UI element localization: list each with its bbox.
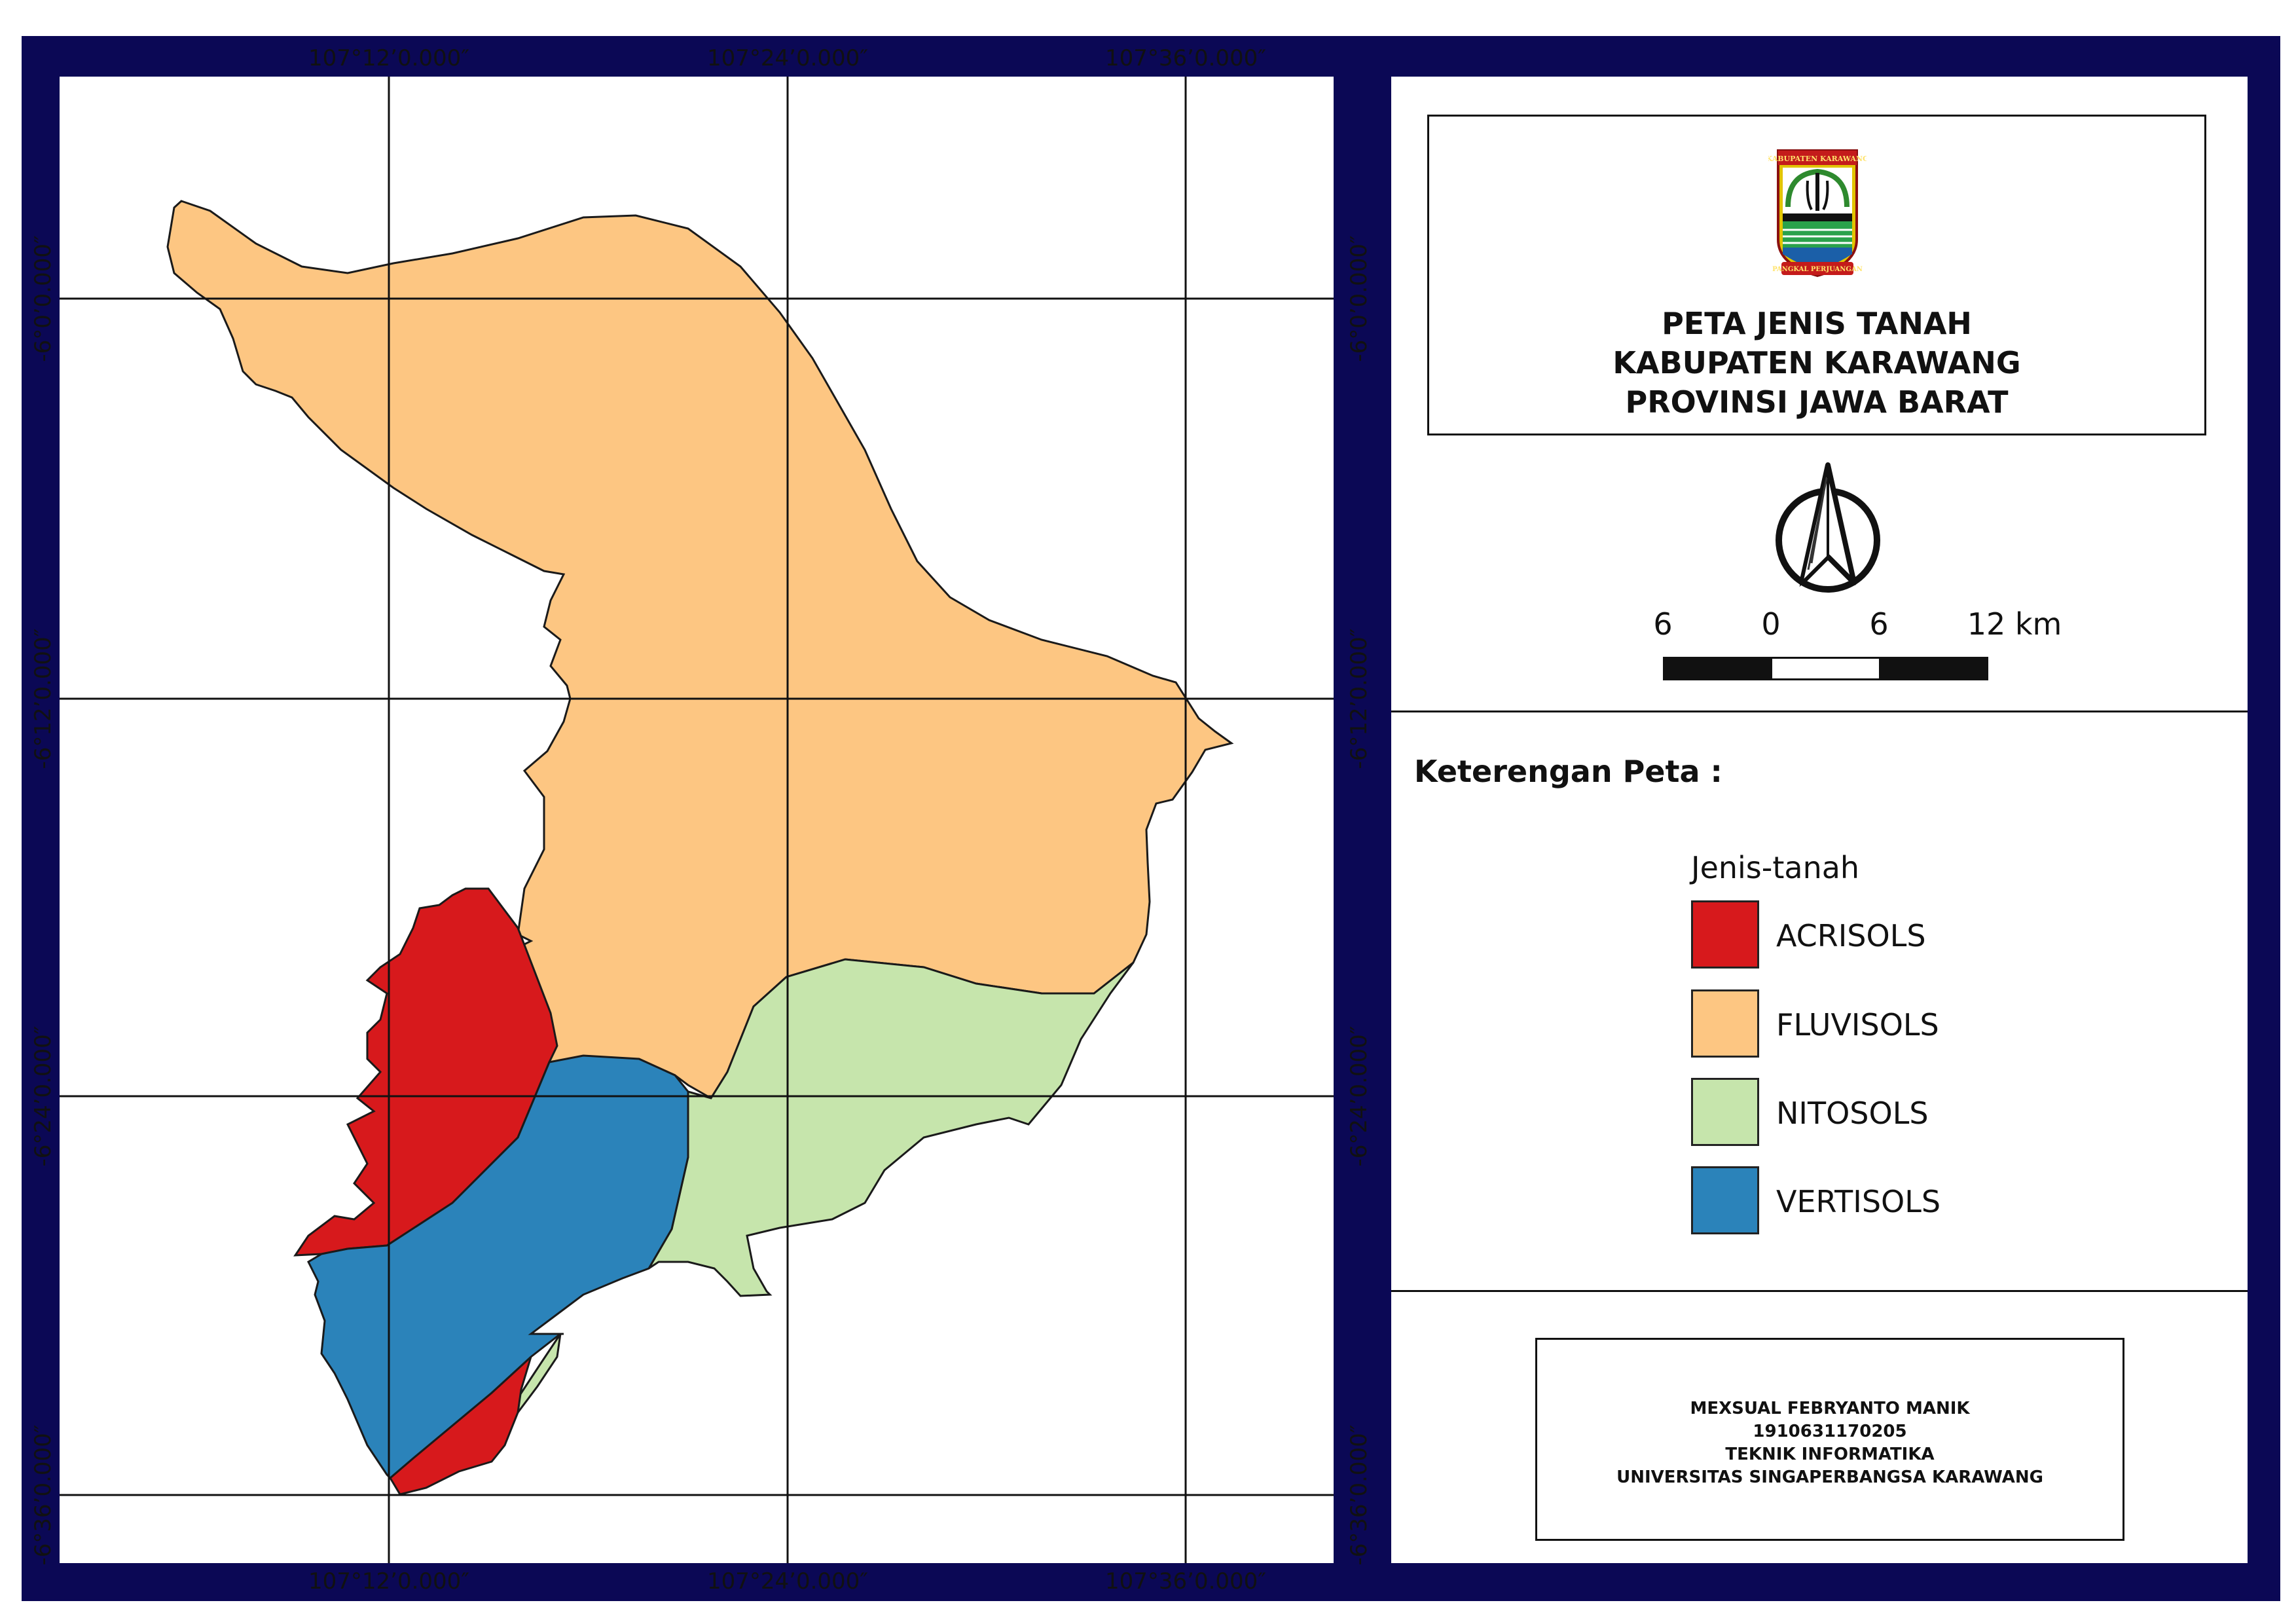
graticule-label-top-1: 107°12’0.000″ — [308, 45, 470, 71]
graticule-label-top-3: 107°36’0.000″ — [1104, 45, 1267, 71]
legend-swatch-fluvisols — [1691, 989, 1759, 1058]
graticule-label-left-3: -6°24’0.000″ — [30, 1025, 56, 1167]
scale-bar — [1663, 657, 1988, 680]
graticule-label-left-1: -6°0’0.000″ — [30, 235, 56, 362]
map-title-line-3: PROVINSI JAWA BARAT — [1625, 384, 2009, 420]
graticule-label-left-2: -6°12’0.000″ — [30, 628, 56, 769]
graticule-label-right-2: -6°12’0.000″ — [1346, 628, 1372, 769]
north-arrow-icon — [1776, 462, 1880, 593]
scale-label-0: 6 — [1653, 606, 1673, 642]
legend-swatch-acrisols — [1691, 900, 1759, 969]
info-divider-2 — [1391, 1290, 2248, 1292]
graticule-lines — [60, 77, 1334, 1563]
author-box: MEXSUAL FEBRYANTO MANIK 1910631170205 TE… — [1535, 1338, 2124, 1541]
info-divider-1 — [1391, 710, 2248, 712]
region-nitosols[interactable] — [647, 958, 1135, 1297]
scale-bar-segment-3 — [1879, 659, 1987, 678]
legend-swatch-vertisols — [1691, 1166, 1759, 1234]
graticule-label-right-1: -6°0’0.000″ — [1346, 235, 1372, 362]
legend-heading: Keterengan Peta : — [1414, 754, 1722, 789]
graticule-label-bottom-1: 107°12’0.000″ — [308, 1568, 470, 1595]
legend-label-fluvisols: FLUVISOLS — [1776, 1007, 1939, 1043]
legend-label-acrisols: ACRISOLS — [1776, 918, 1926, 953]
legend-label-vertisols: VERTISOLS — [1776, 1184, 1941, 1219]
legend-subtitle: Jenis-tanah — [1691, 850, 1860, 885]
legend-label-nitosols: NITOSOLS — [1776, 1096, 1929, 1131]
author-university: UNIVERSITAS SINGAPERBANGSA KARAWANG — [1616, 1467, 2043, 1487]
graticule-label-right-3: -6°24’0.000″ — [1346, 1025, 1372, 1167]
graticule-label-top-2: 107°24’0.000″ — [706, 45, 869, 71]
map-panel — [60, 77, 1334, 1563]
map-canvas — [60, 77, 1334, 1563]
map-title-line-1: PETA JENIS TANAH — [1662, 306, 1972, 341]
scale-bar-segment-2 — [1772, 659, 1880, 678]
scale-label-1: 0 — [1761, 606, 1781, 642]
author-student-id: 1910631170205 — [1753, 1422, 1907, 1441]
graticule-label-left-4: -6°36’0.000″ — [30, 1424, 56, 1566]
author-name: MEXSUAL FEBRYANTO MANIK — [1690, 1399, 1970, 1418]
scale-label-3: 12 km — [1967, 606, 2062, 642]
graticule-label-bottom-2: 107°24’0.000″ — [706, 1568, 869, 1595]
legend-swatch-nitosols — [1691, 1078, 1759, 1146]
scale-bar-segment-1 — [1665, 659, 1772, 678]
kabupaten-karawang-emblem-icon: KABUPATEN KARAWANG PANGKAL PERJUANGAN — [1768, 149, 1867, 278]
region-vertisols[interactable] — [307, 1054, 689, 1480]
map-title-line-2: KABUPATEN KARAWANG — [1613, 345, 2021, 380]
emblem-text-top: KABUPATEN KARAWANG — [1768, 155, 1867, 163]
graticule-label-bottom-3: 107°36’0.000″ — [1104, 1568, 1267, 1595]
title-box: KABUPATEN KARAWANG PANGKAL PERJUANGAN PE… — [1427, 115, 2206, 435]
graticule-label-right-4: -6°36’0.000″ — [1346, 1424, 1372, 1566]
emblem-text-bottom: PANGKAL PERJUANGAN — [1772, 266, 1863, 273]
scale-label-2: 6 — [1869, 606, 1889, 642]
author-major: TEKNIK INFORMATIKA — [1725, 1445, 1935, 1464]
info-panel — [1391, 77, 2248, 1563]
region-fluvisols[interactable] — [166, 200, 1234, 1100]
